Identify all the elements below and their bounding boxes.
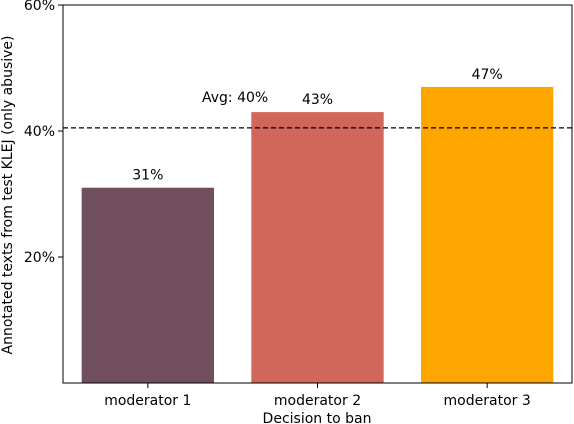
ticks-group: moderator 1 moderator 2 moderator 3 20% 40% 6… bbox=[24, 0, 531, 409]
x-tick-label-2: moderator 2 bbox=[274, 393, 361, 409]
y-axis-label: Annotated texts from test KLEJ (only abu… bbox=[0, 36, 16, 355]
bar-value-label-1: 31% bbox=[132, 168, 163, 184]
x-tick-label-1: moderator 1 bbox=[104, 393, 191, 409]
x-axis-label: Decision to ban bbox=[263, 411, 372, 424]
reference-line-group: Avg: 40% bbox=[63, 90, 572, 129]
bar-value-label-2: 43% bbox=[302, 92, 333, 108]
x-tick-label-3: moderator 3 bbox=[444, 393, 531, 409]
bar-3 bbox=[420, 86, 554, 384]
bar-2 bbox=[251, 112, 384, 383]
average-line-label: Avg: 40% bbox=[202, 90, 268, 106]
y-tick-label-1: 20% bbox=[24, 250, 55, 266]
bar-1 bbox=[81, 187, 215, 383]
bar-value-label-3: 47% bbox=[472, 67, 503, 83]
y-tick-label-3: 60% bbox=[24, 0, 55, 14]
y-tick-label-2: 40% bbox=[24, 124, 55, 140]
bars-group: 31% 43% 47% bbox=[81, 67, 554, 384]
